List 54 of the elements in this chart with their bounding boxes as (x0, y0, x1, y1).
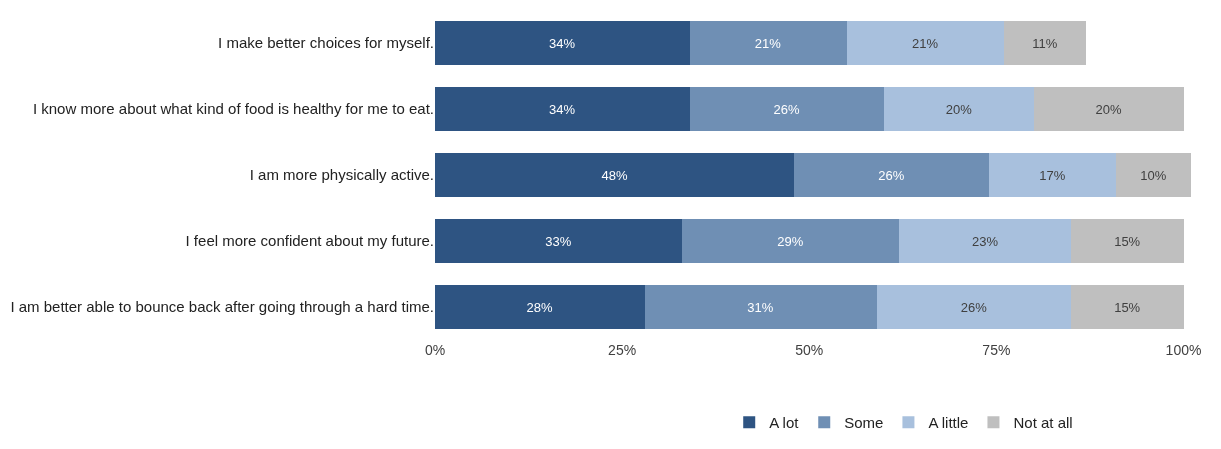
x-tick-label: 100% (1165, 342, 1202, 358)
bar (1116, 153, 1191, 197)
data-label: 31% (747, 299, 774, 315)
legend-label: Some (844, 414, 884, 432)
bar (884, 87, 1034, 131)
data-label: 17% (1039, 167, 1066, 183)
x-tick-label: 25% (608, 342, 637, 358)
data-label: 15% (1114, 233, 1141, 249)
data-label: 11% (1032, 35, 1058, 51)
data-label: 23% (971, 233, 999, 249)
bar (435, 21, 690, 65)
data-label: 28% (526, 299, 554, 315)
bar (899, 219, 1072, 263)
y-tick-label: I am better able to bounce back after going through a hard time. (10, 298, 434, 316)
y-tick-label: I make better choices for myself. (218, 34, 434, 52)
x-tick-label: 75% (982, 342, 1011, 358)
bar (1033, 87, 1184, 131)
bar (794, 153, 989, 197)
y-tick-label: I feel more confident about my future. (185, 232, 434, 250)
bar (846, 21, 1004, 65)
bar (435, 87, 690, 131)
y-tick-label: I know more about what kind of food is healthy for me to eat. (32, 100, 434, 118)
legend-label: A lot (769, 414, 800, 432)
data-label: 26% (960, 299, 988, 315)
data-label: 20% (1095, 101, 1122, 117)
legend-label: Not at all (1013, 414, 1073, 432)
legend-label: A little (928, 414, 969, 432)
data-label: 15% (1114, 299, 1141, 315)
y-tick-label: I am more physically active. (249, 166, 434, 184)
bar (435, 153, 795, 197)
x-tick-label: 50% (795, 342, 824, 358)
bar (988, 153, 1117, 197)
x-tick-label: 0% (424, 342, 446, 358)
data-label: 21% (912, 35, 939, 51)
data-label: 20% (945, 101, 973, 117)
data-label: 26% (878, 167, 905, 183)
bar (1071, 219, 1184, 263)
bar (876, 285, 1072, 329)
bar (689, 87, 885, 131)
data-label: 10% (1140, 167, 1167, 183)
data-label: 33% (545, 233, 572, 249)
bar (689, 21, 847, 65)
bar (435, 219, 683, 263)
bar (1071, 285, 1184, 329)
bar (644, 285, 877, 329)
bar (1003, 21, 1087, 65)
bar (682, 219, 900, 263)
data-label: 29% (777, 233, 804, 249)
data-label: 48% (601, 167, 628, 183)
data-label: 34% (549, 101, 576, 117)
bar (435, 285, 645, 329)
data-label: 34% (549, 35, 576, 51)
data-label: 21% (754, 35, 782, 51)
data-label: 26% (773, 101, 801, 117)
